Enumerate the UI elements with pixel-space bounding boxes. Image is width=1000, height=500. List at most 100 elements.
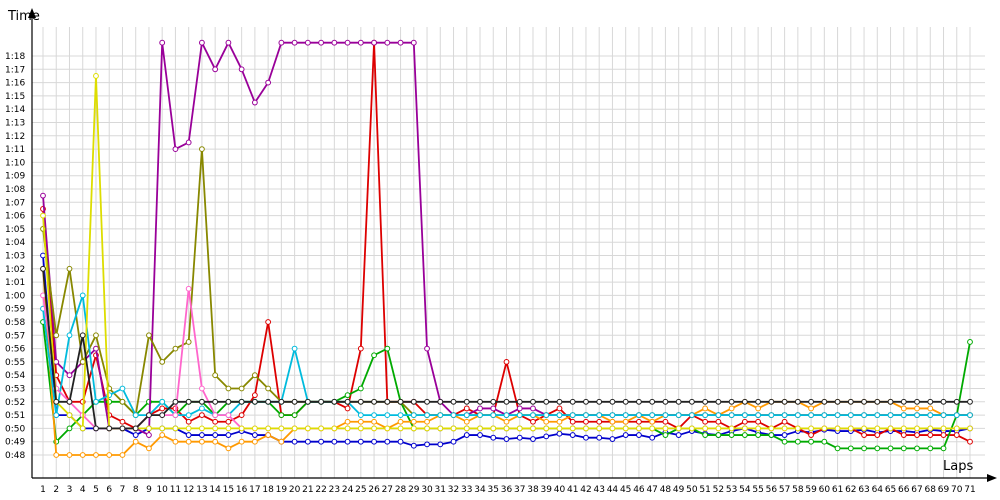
- y-tick-label: 1:11: [5, 145, 25, 155]
- data-point: [225, 385, 232, 392]
- data-point: [914, 432, 920, 438]
- x-tick-label: 60: [819, 485, 831, 495]
- data-point: [40, 252, 46, 259]
- data-point: [649, 412, 656, 419]
- data-point: [424, 441, 430, 448]
- data-point: [900, 432, 907, 438]
- data-point: [728, 412, 735, 419]
- data-point: [861, 425, 867, 432]
- data-point: [900, 398, 907, 405]
- y-tick-label: 1:18: [5, 52, 25, 62]
- x-tick-label: 57: [779, 485, 790, 495]
- data-point: [199, 412, 205, 419]
- data-point: [728, 432, 735, 438]
- data-point: [715, 412, 722, 419]
- data-point: [900, 425, 907, 432]
- data-point: [199, 39, 205, 46]
- data-point: [794, 398, 801, 405]
- data-point: [516, 405, 523, 412]
- data-point: [53, 398, 60, 405]
- data-point: [278, 398, 285, 405]
- data-point: [953, 398, 960, 405]
- data-point: [371, 398, 377, 405]
- data-point: [410, 398, 417, 405]
- data-point: [781, 432, 788, 438]
- data-point: [609, 398, 616, 405]
- data-point: [530, 436, 536, 442]
- data-point: [861, 445, 867, 452]
- x-tick-label: 28: [395, 485, 407, 495]
- y-tick-label: 1:05: [5, 225, 25, 235]
- data-point: [437, 412, 444, 419]
- data-point: [384, 412, 391, 419]
- data-point: [410, 412, 417, 419]
- data-point: [940, 445, 947, 452]
- data-point: [516, 425, 523, 432]
- x-tick-label: 69: [938, 485, 950, 495]
- data-point: [887, 425, 894, 432]
- data-point: [304, 438, 311, 445]
- data-point: [463, 398, 470, 405]
- data-point: [185, 432, 192, 438]
- data-point: [808, 438, 814, 445]
- data-point: [662, 412, 669, 419]
- data-point: [371, 425, 377, 432]
- x-tick-label: 64: [872, 485, 884, 495]
- data-point: [40, 212, 46, 219]
- data-point: [463, 412, 470, 419]
- data-point: [212, 425, 219, 432]
- data-point: [967, 398, 973, 405]
- data-point: [185, 339, 192, 345]
- data-point: [79, 332, 86, 339]
- data-point: [543, 418, 550, 425]
- data-point: [463, 405, 470, 412]
- data-point: [543, 433, 550, 440]
- data-point: [530, 412, 536, 419]
- data-point: [689, 412, 695, 419]
- data-point: [675, 412, 682, 419]
- data-point: [662, 432, 669, 438]
- data-point: [583, 418, 589, 425]
- data-point: [450, 425, 457, 432]
- data-point: [291, 345, 298, 352]
- data-point: [146, 412, 152, 419]
- data-point: [490, 398, 497, 405]
- data-point: [477, 398, 483, 405]
- x-tick-label: 42: [580, 485, 591, 495]
- data-point: [291, 412, 298, 419]
- data-point: [304, 425, 311, 432]
- data-point: [159, 412, 166, 419]
- y-tick-label: 0:48: [5, 451, 25, 461]
- data-point: [225, 39, 232, 46]
- data-point: [172, 398, 179, 405]
- data-point: [410, 39, 417, 46]
- y-tick-label: 1:08: [5, 185, 25, 195]
- data-point: [278, 438, 285, 445]
- data-point: [914, 405, 920, 412]
- y-tick-label: 0:49: [5, 438, 25, 448]
- data-point: [79, 425, 86, 432]
- x-tick-label: 70: [951, 485, 963, 495]
- y-tick-label: 1:04: [5, 238, 25, 248]
- x-tick-label: 6: [106, 485, 112, 495]
- data-point: [159, 405, 166, 412]
- x-tick-label: 47: [646, 485, 657, 495]
- data-point: [93, 332, 99, 339]
- data-point: [410, 418, 417, 425]
- data-point: [437, 425, 444, 432]
- data-point: [212, 66, 219, 73]
- data-point: [159, 432, 166, 438]
- data-point: [93, 73, 99, 79]
- data-point: [212, 372, 219, 379]
- data-point: [636, 418, 642, 425]
- data-point: [199, 438, 205, 445]
- data-point: [953, 425, 960, 432]
- data-point: [265, 432, 272, 438]
- data-point: [490, 434, 497, 441]
- x-tick-label: 24: [342, 485, 354, 495]
- data-point: [834, 425, 841, 432]
- data-point: [53, 412, 60, 419]
- data-point: [702, 412, 709, 419]
- x-tick-label: 15: [223, 485, 234, 495]
- data-point: [304, 39, 311, 46]
